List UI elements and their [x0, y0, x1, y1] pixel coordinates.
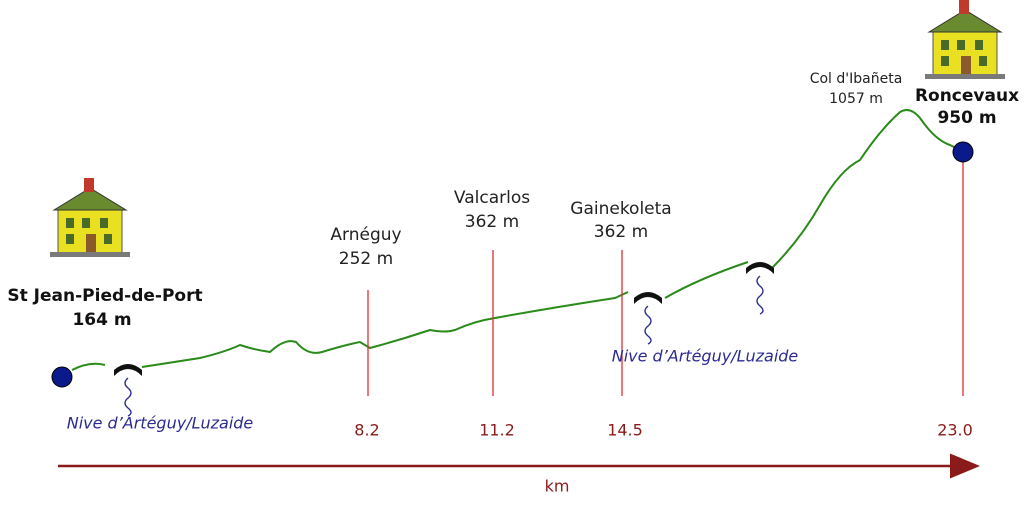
place-name: Col d'Ibañeta: [810, 71, 903, 87]
km-label: 23.0: [937, 421, 973, 440]
end-point: [952, 141, 974, 163]
place-name: Arnéguy: [330, 225, 401, 245]
bridge: [745, 261, 775, 315]
km-label: 11.2: [479, 421, 515, 440]
place-name: Gainekoleta: [570, 199, 671, 219]
km-label: 8.2: [354, 421, 379, 440]
bridge: [113, 363, 143, 417]
start-point: [51, 366, 73, 388]
place-elevation: 1057 m: [829, 91, 883, 107]
place-elevation: 950 m: [937, 108, 996, 128]
place-name: Valcarlos: [454, 188, 530, 208]
house-icon: [924, 0, 1006, 80]
axis-label: km: [545, 477, 570, 496]
house-icon: [49, 177, 131, 258]
place-name: St Jean-Pied-de-Port: [7, 286, 202, 306]
bridge: [633, 291, 663, 345]
river-label: Nive d’Artéguy/Luzaide: [612, 347, 799, 366]
place-elevation: 252 m: [339, 249, 393, 269]
place-name: Roncevaux: [915, 86, 1019, 106]
place-elevation: 164 m: [72, 310, 131, 330]
profile-line: [71, 109, 957, 371]
place-elevation: 362 m: [594, 222, 648, 242]
river-label: Nive d’Artéguy/Luzaide: [67, 414, 254, 433]
km-label: 14.5: [607, 421, 643, 440]
place-elevation: 362 m: [465, 212, 519, 232]
